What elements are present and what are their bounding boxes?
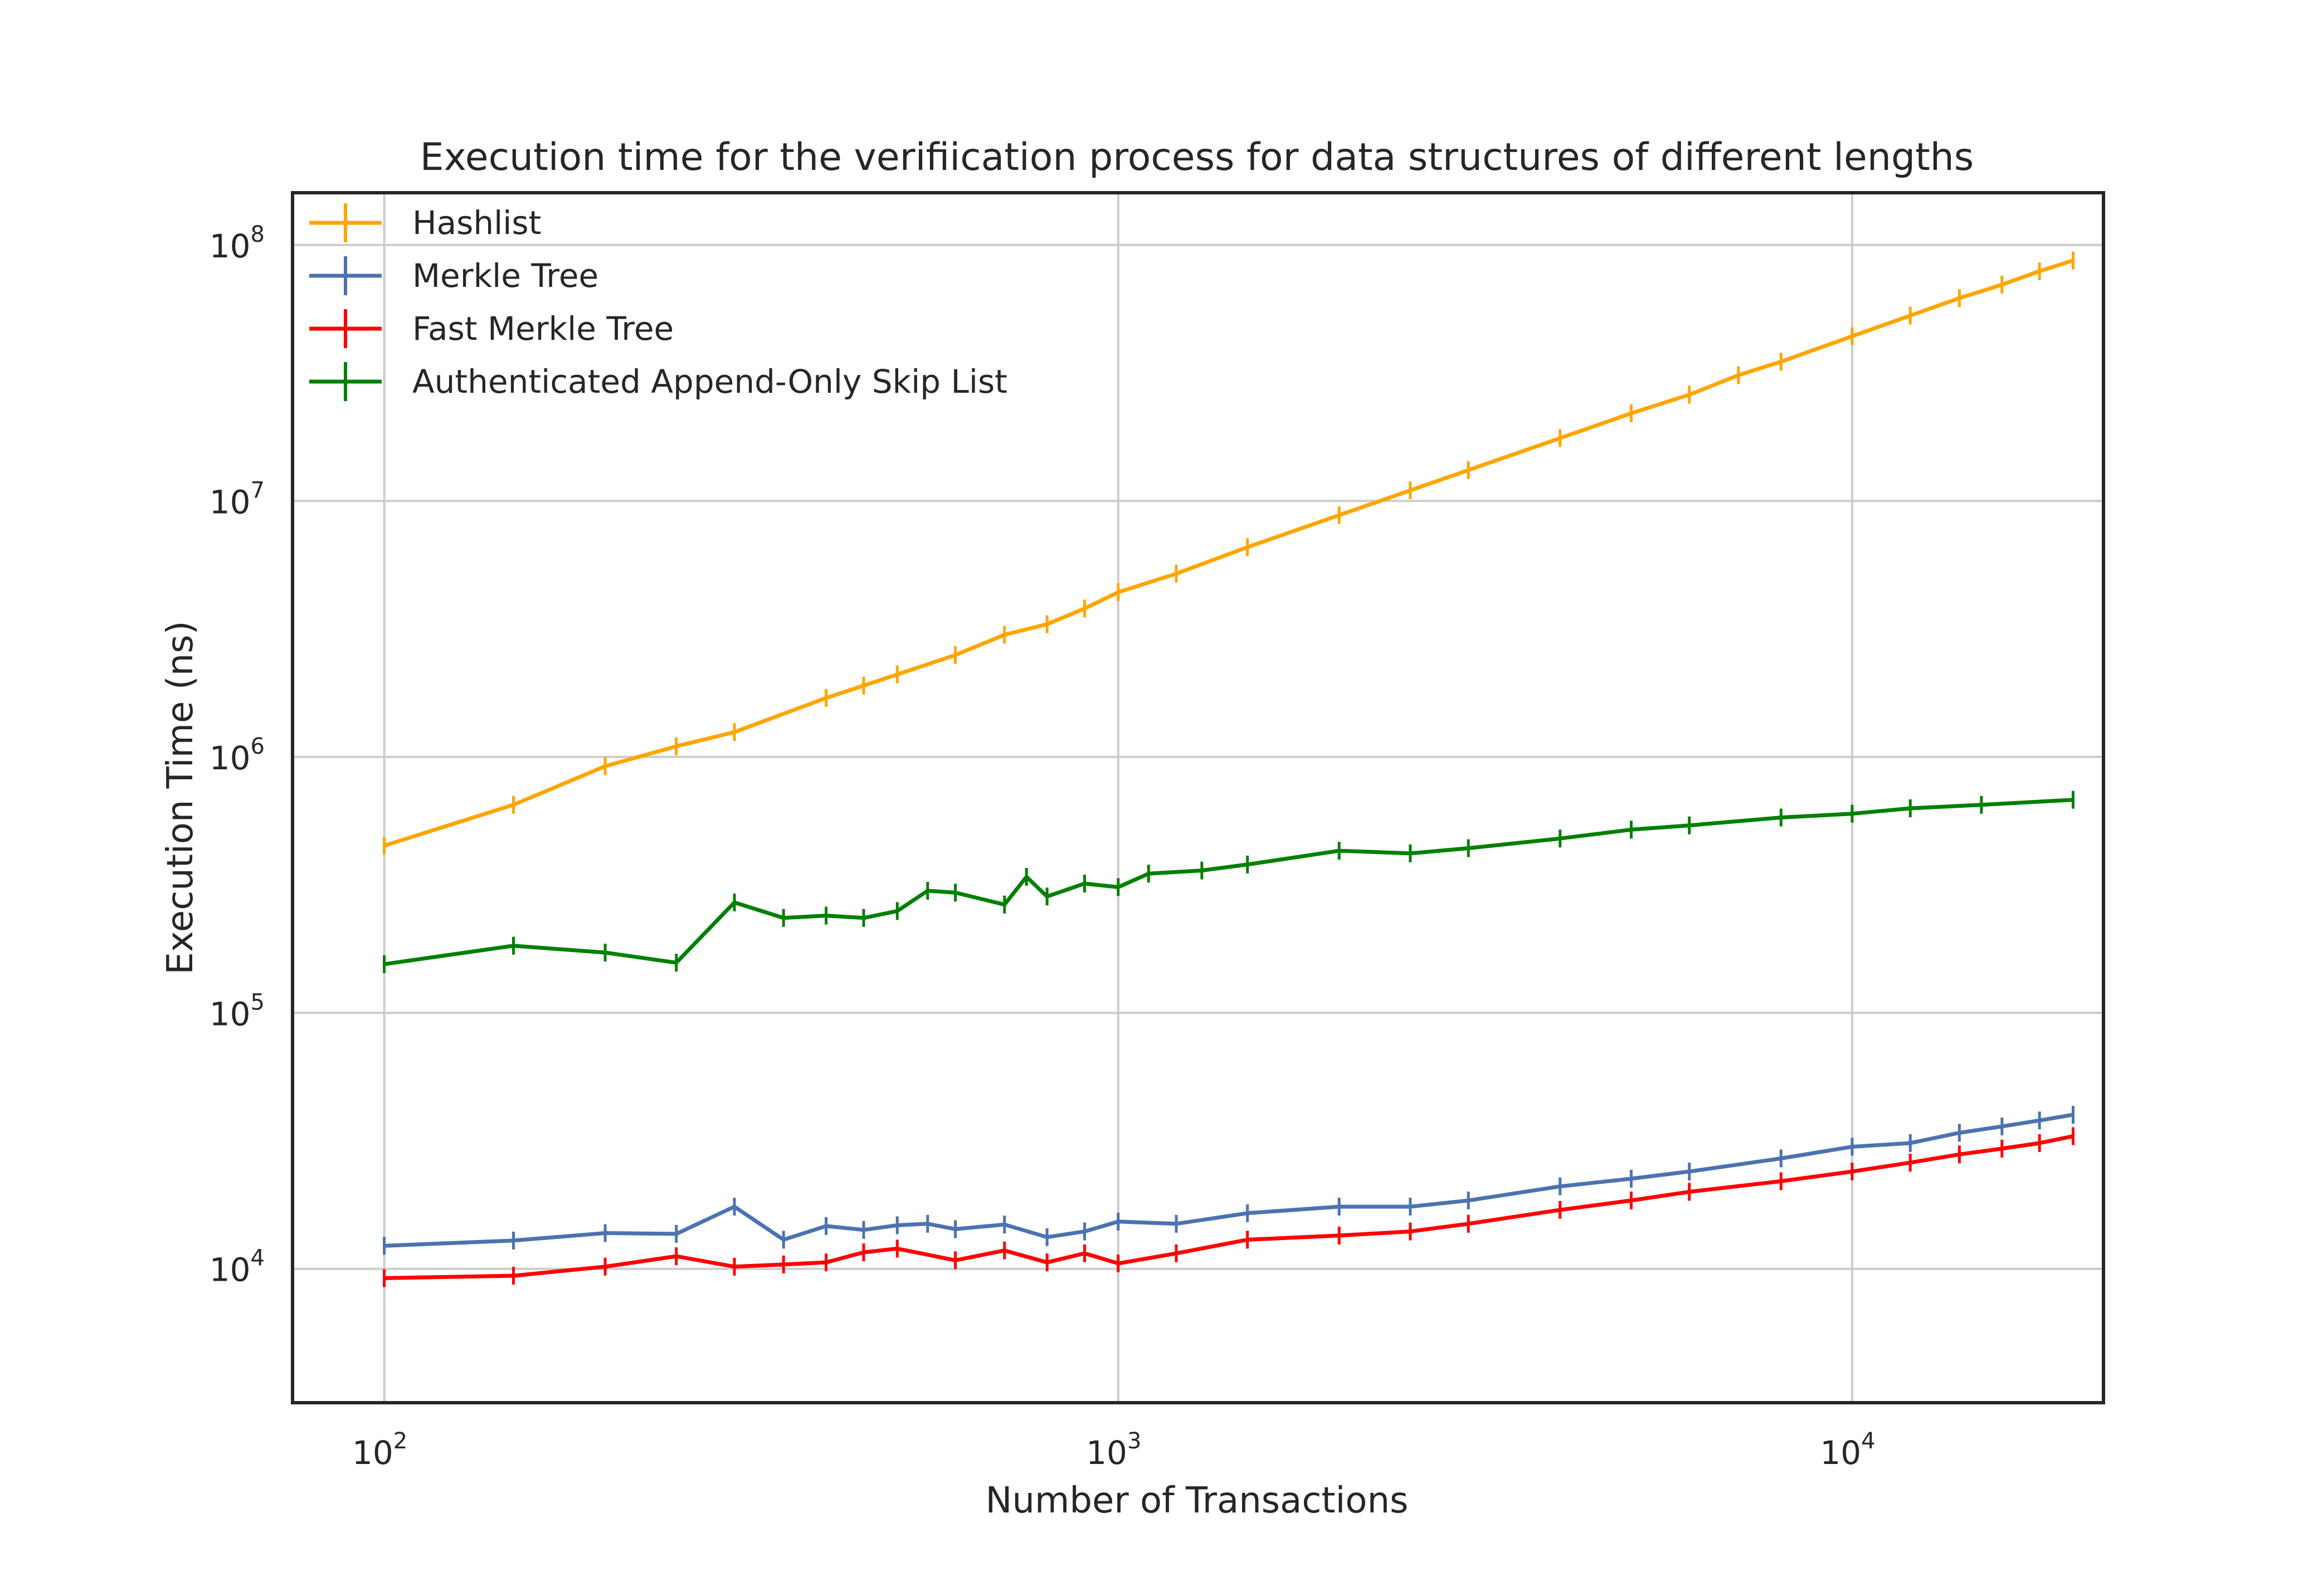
y-tick-label: 106 bbox=[210, 734, 265, 777]
x-tick-label: 102 bbox=[352, 1428, 407, 1472]
y-axis-label: Execution Time (ns) bbox=[160, 621, 201, 974]
chart-title: Execution time for the verifiication pro… bbox=[420, 135, 1974, 179]
y-tick-label: 107 bbox=[210, 477, 265, 521]
legend-item: Merkle Tree bbox=[309, 256, 598, 295]
y-tick-label: 105 bbox=[210, 989, 265, 1033]
legend-label: Fast Merkle Tree bbox=[412, 310, 674, 348]
legend-label: Merkle Tree bbox=[412, 257, 598, 295]
legend-item: Authenticated Append-Only Skip List bbox=[309, 362, 1007, 401]
tick-labels: 102 103 104 104 105 106 107 108 bbox=[210, 222, 1876, 1472]
y-tick-label: 108 bbox=[210, 222, 265, 265]
plot-frame bbox=[291, 191, 2105, 1404]
legend-label: Hashlist bbox=[412, 204, 541, 242]
plot-series bbox=[383, 251, 2074, 1287]
series-line-merkle-tree bbox=[384, 1112, 2074, 1248]
series-merkle-tree bbox=[383, 1106, 2074, 1255]
x-axis-label: Number of Transactions bbox=[986, 1480, 1409, 1521]
legend-item: Hashlist bbox=[309, 203, 541, 242]
legend: Hashlist Merkle Tree Fast Merkle Tree Authe… bbox=[309, 203, 1007, 401]
x-tick-label: 103 bbox=[1086, 1428, 1141, 1472]
series-authenticated-append-only-skip-list bbox=[383, 790, 2074, 973]
legend-label: Authenticated Append-Only Skip List bbox=[412, 363, 1007, 401]
legend-item: Fast Merkle Tree bbox=[309, 309, 674, 348]
y-tick-label: 104 bbox=[210, 1246, 265, 1289]
series-fast-merkle-tree bbox=[383, 1127, 2074, 1287]
x-tick-label: 104 bbox=[1820, 1428, 1875, 1472]
series-line-authenticated-append-only-skip-list bbox=[384, 798, 2073, 967]
series-hashlist bbox=[383, 251, 2074, 855]
